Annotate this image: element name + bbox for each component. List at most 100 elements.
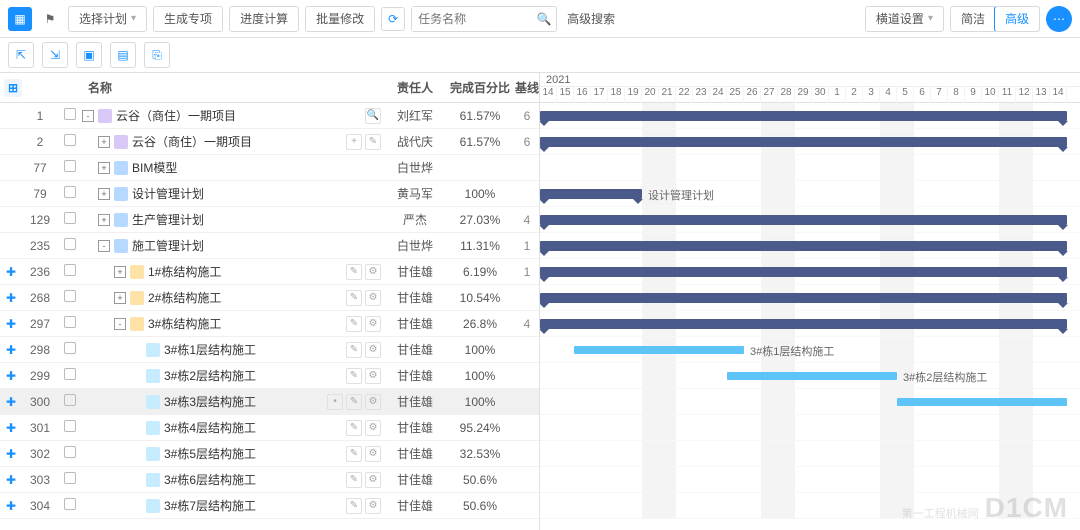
pen-icon[interactable]: ✎ xyxy=(346,498,362,514)
table-row[interactable]: 1-云谷（商住）一期项目🔍刘红军61.57%6 xyxy=(0,103,539,129)
gear-icon[interactable]: ⚙ xyxy=(365,420,381,436)
row-checkbox[interactable] xyxy=(58,420,82,435)
table-row[interactable]: ✚3023#栋5层结构施工✎⚙甘佳雄32.53% xyxy=(0,441,539,467)
table-row[interactable]: ✚2983#栋1层结构施工✎⚙甘佳雄100% xyxy=(0,337,539,363)
gantt-bar[interactable] xyxy=(727,372,897,380)
row-checkbox[interactable] xyxy=(58,446,82,461)
search-input[interactable] xyxy=(412,7,532,31)
gantt-bar[interactable] xyxy=(540,137,1067,147)
add-row-icon[interactable]: ✚ xyxy=(0,317,22,331)
pen-icon[interactable]: ✎ xyxy=(346,342,362,358)
add-row-icon[interactable]: ✚ xyxy=(0,447,22,461)
row-checkbox[interactable] xyxy=(58,368,82,383)
pen-icon[interactable]: ✎ xyxy=(346,446,362,462)
gantt-bar[interactable] xyxy=(540,241,1067,251)
pen-icon[interactable]: ✎ xyxy=(346,394,362,410)
gear-icon[interactable]: ⚙ xyxy=(365,498,381,514)
gear-icon[interactable]: ⚙ xyxy=(365,316,381,332)
row-checkbox[interactable] xyxy=(58,472,82,487)
row-name[interactable]: 3#栋2层结构施工 xyxy=(82,367,325,384)
expand-icon[interactable]: + xyxy=(114,292,126,304)
add-fab[interactable]: ⋯ xyxy=(1046,6,1072,32)
gantt-bar[interactable] xyxy=(540,293,1067,303)
pen-icon[interactable]: ✎ xyxy=(346,290,362,306)
row-name[interactable]: -施工管理计划 xyxy=(82,237,325,254)
indent-icon[interactable]: ⇲ xyxy=(42,42,68,68)
row-name[interactable]: 3#栋3层结构施工 xyxy=(82,393,325,410)
gantt-bar[interactable] xyxy=(540,267,1067,277)
gear-icon[interactable]: ⚙ xyxy=(365,342,381,358)
gantt-settings-dropdown[interactable]: 横道设置▾ xyxy=(865,6,944,32)
row-checkbox[interactable] xyxy=(58,342,82,357)
view-toggle[interactable]: 简洁 高级 xyxy=(950,6,1040,32)
table-row[interactable]: 79+设计管理计划黄马军100% xyxy=(0,181,539,207)
table-row[interactable]: ✚268+2#栋结构施工✎⚙甘佳雄10.54% xyxy=(0,285,539,311)
batch-edit-button[interactable]: 批量修改 xyxy=(305,6,375,32)
row-checkbox[interactable] xyxy=(58,238,82,253)
task-search[interactable]: 🔍 xyxy=(411,6,557,32)
row-checkbox[interactable] xyxy=(58,394,82,409)
dot-icon[interactable]: • xyxy=(327,394,343,410)
expand-icon[interactable]: + xyxy=(98,214,110,226)
add-row-icon[interactable]: ✚ xyxy=(0,421,22,435)
gear-icon[interactable]: ⚙ xyxy=(365,472,381,488)
add-row-icon[interactable]: ✚ xyxy=(0,395,22,409)
add-row-icon[interactable]: ✚ xyxy=(0,369,22,383)
expand-icon[interactable]: ▤ xyxy=(110,42,136,68)
tree-icon[interactable]: ⊞ xyxy=(4,79,22,97)
row-name[interactable]: -云谷（商住）一期项目 xyxy=(82,107,325,124)
table-row[interactable]: ✚3043#栋7层结构施工✎⚙甘佳雄50.6% xyxy=(0,493,539,519)
row-name[interactable]: +1#栋结构施工 xyxy=(82,263,325,280)
add-row-icon[interactable]: ✚ xyxy=(0,265,22,279)
table-row[interactable]: 2+云谷（商住）一期项目+✎战代庆61.57%6 xyxy=(0,129,539,155)
expand-icon[interactable]: + xyxy=(98,136,110,148)
row-checkbox[interactable] xyxy=(58,316,82,331)
expand-icon[interactable]: - xyxy=(98,240,110,252)
progress-calc-button[interactable]: 进度计算 xyxy=(229,6,299,32)
row-checkbox[interactable] xyxy=(58,134,82,149)
gear-icon[interactable]: ⚙ xyxy=(365,368,381,384)
gear-icon[interactable]: ⚙ xyxy=(365,394,381,410)
add-row-icon[interactable]: ✚ xyxy=(0,499,22,513)
plus-icon[interactable]: + xyxy=(346,134,362,150)
row-checkbox[interactable] xyxy=(58,108,82,123)
row-name[interactable]: +生产管理计划 xyxy=(82,211,325,228)
row-name[interactable]: 3#栋6层结构施工 xyxy=(82,471,325,488)
gear-icon[interactable]: ⚙ xyxy=(365,264,381,280)
gantt-bar[interactable] xyxy=(540,215,1067,225)
table-row[interactable]: 129+生产管理计划严杰27.03%4 xyxy=(0,207,539,233)
expand-icon[interactable]: - xyxy=(82,110,94,122)
row-checkbox[interactable] xyxy=(58,212,82,227)
table-row[interactable]: ✚236+1#栋结构施工✎⚙甘佳雄6.19%1 xyxy=(0,259,539,285)
search-icon[interactable]: 🔍 xyxy=(532,12,556,26)
search-icon[interactable]: 🔍 xyxy=(365,108,381,124)
pen-icon[interactable]: ✎ xyxy=(346,472,362,488)
add-row-icon[interactable]: ✚ xyxy=(0,291,22,305)
table-row[interactable]: ✚3003#栋3层结构施工•✎⚙甘佳雄100% xyxy=(0,389,539,415)
row-name[interactable]: +云谷（商住）一期项目 xyxy=(82,133,325,150)
expand-icon[interactable]: + xyxy=(114,266,126,278)
refresh-icon[interactable]: ⟳ xyxy=(381,7,405,31)
pen-icon[interactable]: ✎ xyxy=(346,368,362,384)
pen-icon[interactable]: ✎ xyxy=(365,134,381,150)
row-checkbox[interactable] xyxy=(58,290,82,305)
row-checkbox[interactable] xyxy=(58,186,82,201)
add-row-icon[interactable]: ✚ xyxy=(0,473,22,487)
row-name[interactable]: -3#栋结构施工 xyxy=(82,315,325,332)
advanced-search-link[interactable]: 高级搜索 xyxy=(563,6,619,32)
row-name[interactable]: +设计管理计划 xyxy=(82,185,325,202)
row-name[interactable]: 3#栋4层结构施工 xyxy=(82,419,325,436)
add-row-icon[interactable]: ✚ xyxy=(0,343,22,357)
table-row[interactable]: ✚3033#栋6层结构施工✎⚙甘佳雄50.6% xyxy=(0,467,539,493)
pen-icon[interactable]: ✎ xyxy=(346,420,362,436)
gen-special-button[interactable]: 生成专项 xyxy=(153,6,223,32)
gear-icon[interactable]: ⚙ xyxy=(365,446,381,462)
table-row[interactable]: ✚3013#栋4层结构施工✎⚙甘佳雄95.24% xyxy=(0,415,539,441)
table-row[interactable]: 235-施工管理计划白世烨11.31%1 xyxy=(0,233,539,259)
expand-icon[interactable]: - xyxy=(114,318,126,330)
export-icon[interactable]: ⎘ xyxy=(144,42,170,68)
row-checkbox[interactable] xyxy=(58,498,82,513)
table-row[interactable]: ✚297-3#栋结构施工✎⚙甘佳雄26.8%4 xyxy=(0,311,539,337)
pen-icon[interactable]: ✎ xyxy=(346,264,362,280)
row-name[interactable]: +BIM模型 xyxy=(82,159,325,176)
